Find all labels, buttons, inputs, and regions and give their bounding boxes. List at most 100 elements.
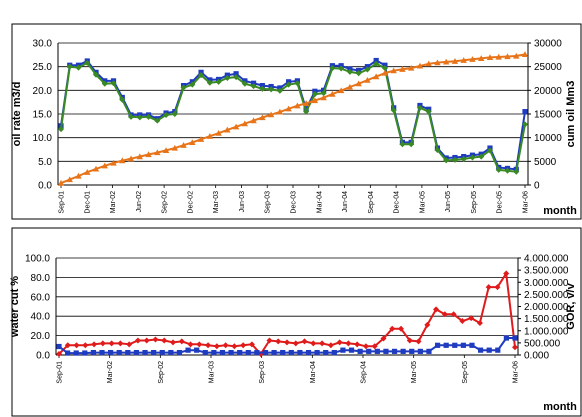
bottom-series-1-point <box>452 342 458 348</box>
top-series-1-point <box>206 79 213 86</box>
bottom-y2-tick-label: 500.000 <box>524 338 561 349</box>
top-series-1-point <box>504 167 511 174</box>
top-series-1-point <box>268 86 275 93</box>
bottom-series-0-point <box>152 336 159 343</box>
top-series-2-point <box>478 55 485 61</box>
top-series-2-point <box>206 133 214 139</box>
top-series-2-point <box>75 172 82 179</box>
bottom-series-1-point <box>409 348 415 354</box>
bottom-y2-tick-label: 3.500.000 <box>524 266 569 277</box>
top-series-1-point <box>434 146 441 153</box>
top-series-2-point <box>119 157 126 164</box>
top-series-2-point <box>329 90 336 97</box>
top-y2-tick-label: 5000 <box>534 157 557 168</box>
top-y-tick-label: 0.0 <box>38 181 52 192</box>
bottom-series-0-point <box>108 340 115 347</box>
top-series-2-point <box>171 144 179 151</box>
top-series-1-point <box>364 66 371 73</box>
bottom-series-1-point <box>245 349 251 356</box>
bottom-series-1-point <box>323 349 329 356</box>
top-series-2-point <box>399 66 406 72</box>
top-series-2-point <box>451 58 459 64</box>
top-y2-tick-label: 0 <box>534 181 540 192</box>
top-series-2-point <box>302 100 310 106</box>
bottom-series-0-point <box>468 315 475 322</box>
bottom-series-1-point <box>151 349 157 356</box>
bottom-y2-tick-label: 0.000 <box>524 351 549 362</box>
bottom-series-0-point <box>275 338 282 345</box>
bottom-series-0-point <box>82 342 89 349</box>
top-x-tick-label: Sep-04 <box>368 191 375 214</box>
bottom-y-tick-label: 0.0 <box>36 351 50 362</box>
top-series-1-point <box>259 85 266 92</box>
top-series-2-point <box>416 62 424 69</box>
bottom-x-tick-label: Mar-02 <box>107 361 114 383</box>
top-series-1-point <box>478 153 485 160</box>
top-y2-tick-label: 30000 <box>534 39 562 50</box>
bottom-series-0-point <box>64 342 71 349</box>
bottom-series-0-point <box>170 339 176 346</box>
top-series-2-point <box>372 73 380 80</box>
bottom-series-0-point <box>459 318 466 325</box>
bottom-series-1-point <box>400 348 406 354</box>
bottom-x-tick-label: Sep-03 <box>259 361 266 384</box>
bottom-series-1-point <box>331 349 337 356</box>
top-series-1-point <box>66 63 73 70</box>
bottom-series-1-point <box>469 342 475 348</box>
bottom-series-1-point <box>159 349 165 356</box>
top-series-2-point <box>346 83 354 90</box>
top-series-0-point <box>373 57 379 64</box>
bottom-x-tick-label: Mar-06 <box>513 361 520 383</box>
bottom-y2-tick-label: 4.000.000 <box>524 254 569 265</box>
top-series-1-point <box>443 157 450 164</box>
bottom-series-0-point <box>494 284 501 291</box>
bottom-series-0-point <box>117 340 124 347</box>
bottom-y2-tick-label: 2.500.000 <box>524 290 569 301</box>
bottom-series-0-point <box>319 340 326 347</box>
bottom-series-1-point <box>73 350 79 356</box>
bottom-y-tick-label: 40.0 <box>31 312 51 323</box>
top-x-tick-label: Dec-05 <box>497 191 504 214</box>
top-series-1-point <box>381 65 388 72</box>
bottom-series-0-point <box>143 337 150 344</box>
water-cut-chart-svg: 0.0 20.0 40.0 60.0 80.0 100.0 0.000 500.0001.00… <box>9 227 582 417</box>
top-x-tick-label: Jun-05 <box>445 191 452 213</box>
top-series-2-point <box>154 149 161 156</box>
top-series-1-point <box>285 81 292 88</box>
bottom-y2-tick-label: 3.000.000 <box>524 278 569 289</box>
top-series-2-point <box>337 87 345 94</box>
top-series-1-point <box>136 114 143 121</box>
top-y-tick-label: 10.0 <box>33 133 53 144</box>
top-x-tick-label: Sep-01 <box>59 191 66 214</box>
bottom-series-1-point <box>434 342 441 348</box>
bottom-series-0-point <box>336 339 343 346</box>
top-series-1-point <box>233 74 240 81</box>
top-series-2-point <box>267 111 275 118</box>
bottom-series-1-point <box>503 335 509 341</box>
top-series-2-point <box>57 179 65 186</box>
bottom-series-0-point <box>433 306 440 313</box>
bottom-series-0-point <box>161 337 168 344</box>
top-x-tick-label: Sep-02 <box>162 191 169 214</box>
top-series-2-point <box>162 147 170 154</box>
top-series-2-point <box>180 142 187 148</box>
bottom-series-0-point <box>301 338 308 345</box>
bottom-series-0-point <box>371 343 378 350</box>
top-series-2-point <box>127 155 135 162</box>
top-series-2-point <box>486 54 494 61</box>
top-series-1-point <box>390 107 397 114</box>
top-series-1-point <box>346 68 353 75</box>
bottom-series-1-point <box>460 342 466 348</box>
top-series-1-point <box>58 126 64 133</box>
top-y2-tick-label: 10000 <box>534 133 562 144</box>
top-x-tick-label: Jun-03 <box>239 191 246 213</box>
top-x-tick-label: Mar-05 <box>419 191 426 213</box>
top-x-tick-label: Dec-03 <box>291 191 298 214</box>
top-series-1-point <box>189 81 196 88</box>
top-x-tick-label: Jun-04 <box>342 191 349 213</box>
top-series-1-point <box>469 154 476 161</box>
top-series-2-point <box>320 94 327 101</box>
top-series-1-point <box>460 155 467 162</box>
bottom-series-0-point <box>441 311 448 318</box>
bottom-series-1-point <box>366 348 372 354</box>
